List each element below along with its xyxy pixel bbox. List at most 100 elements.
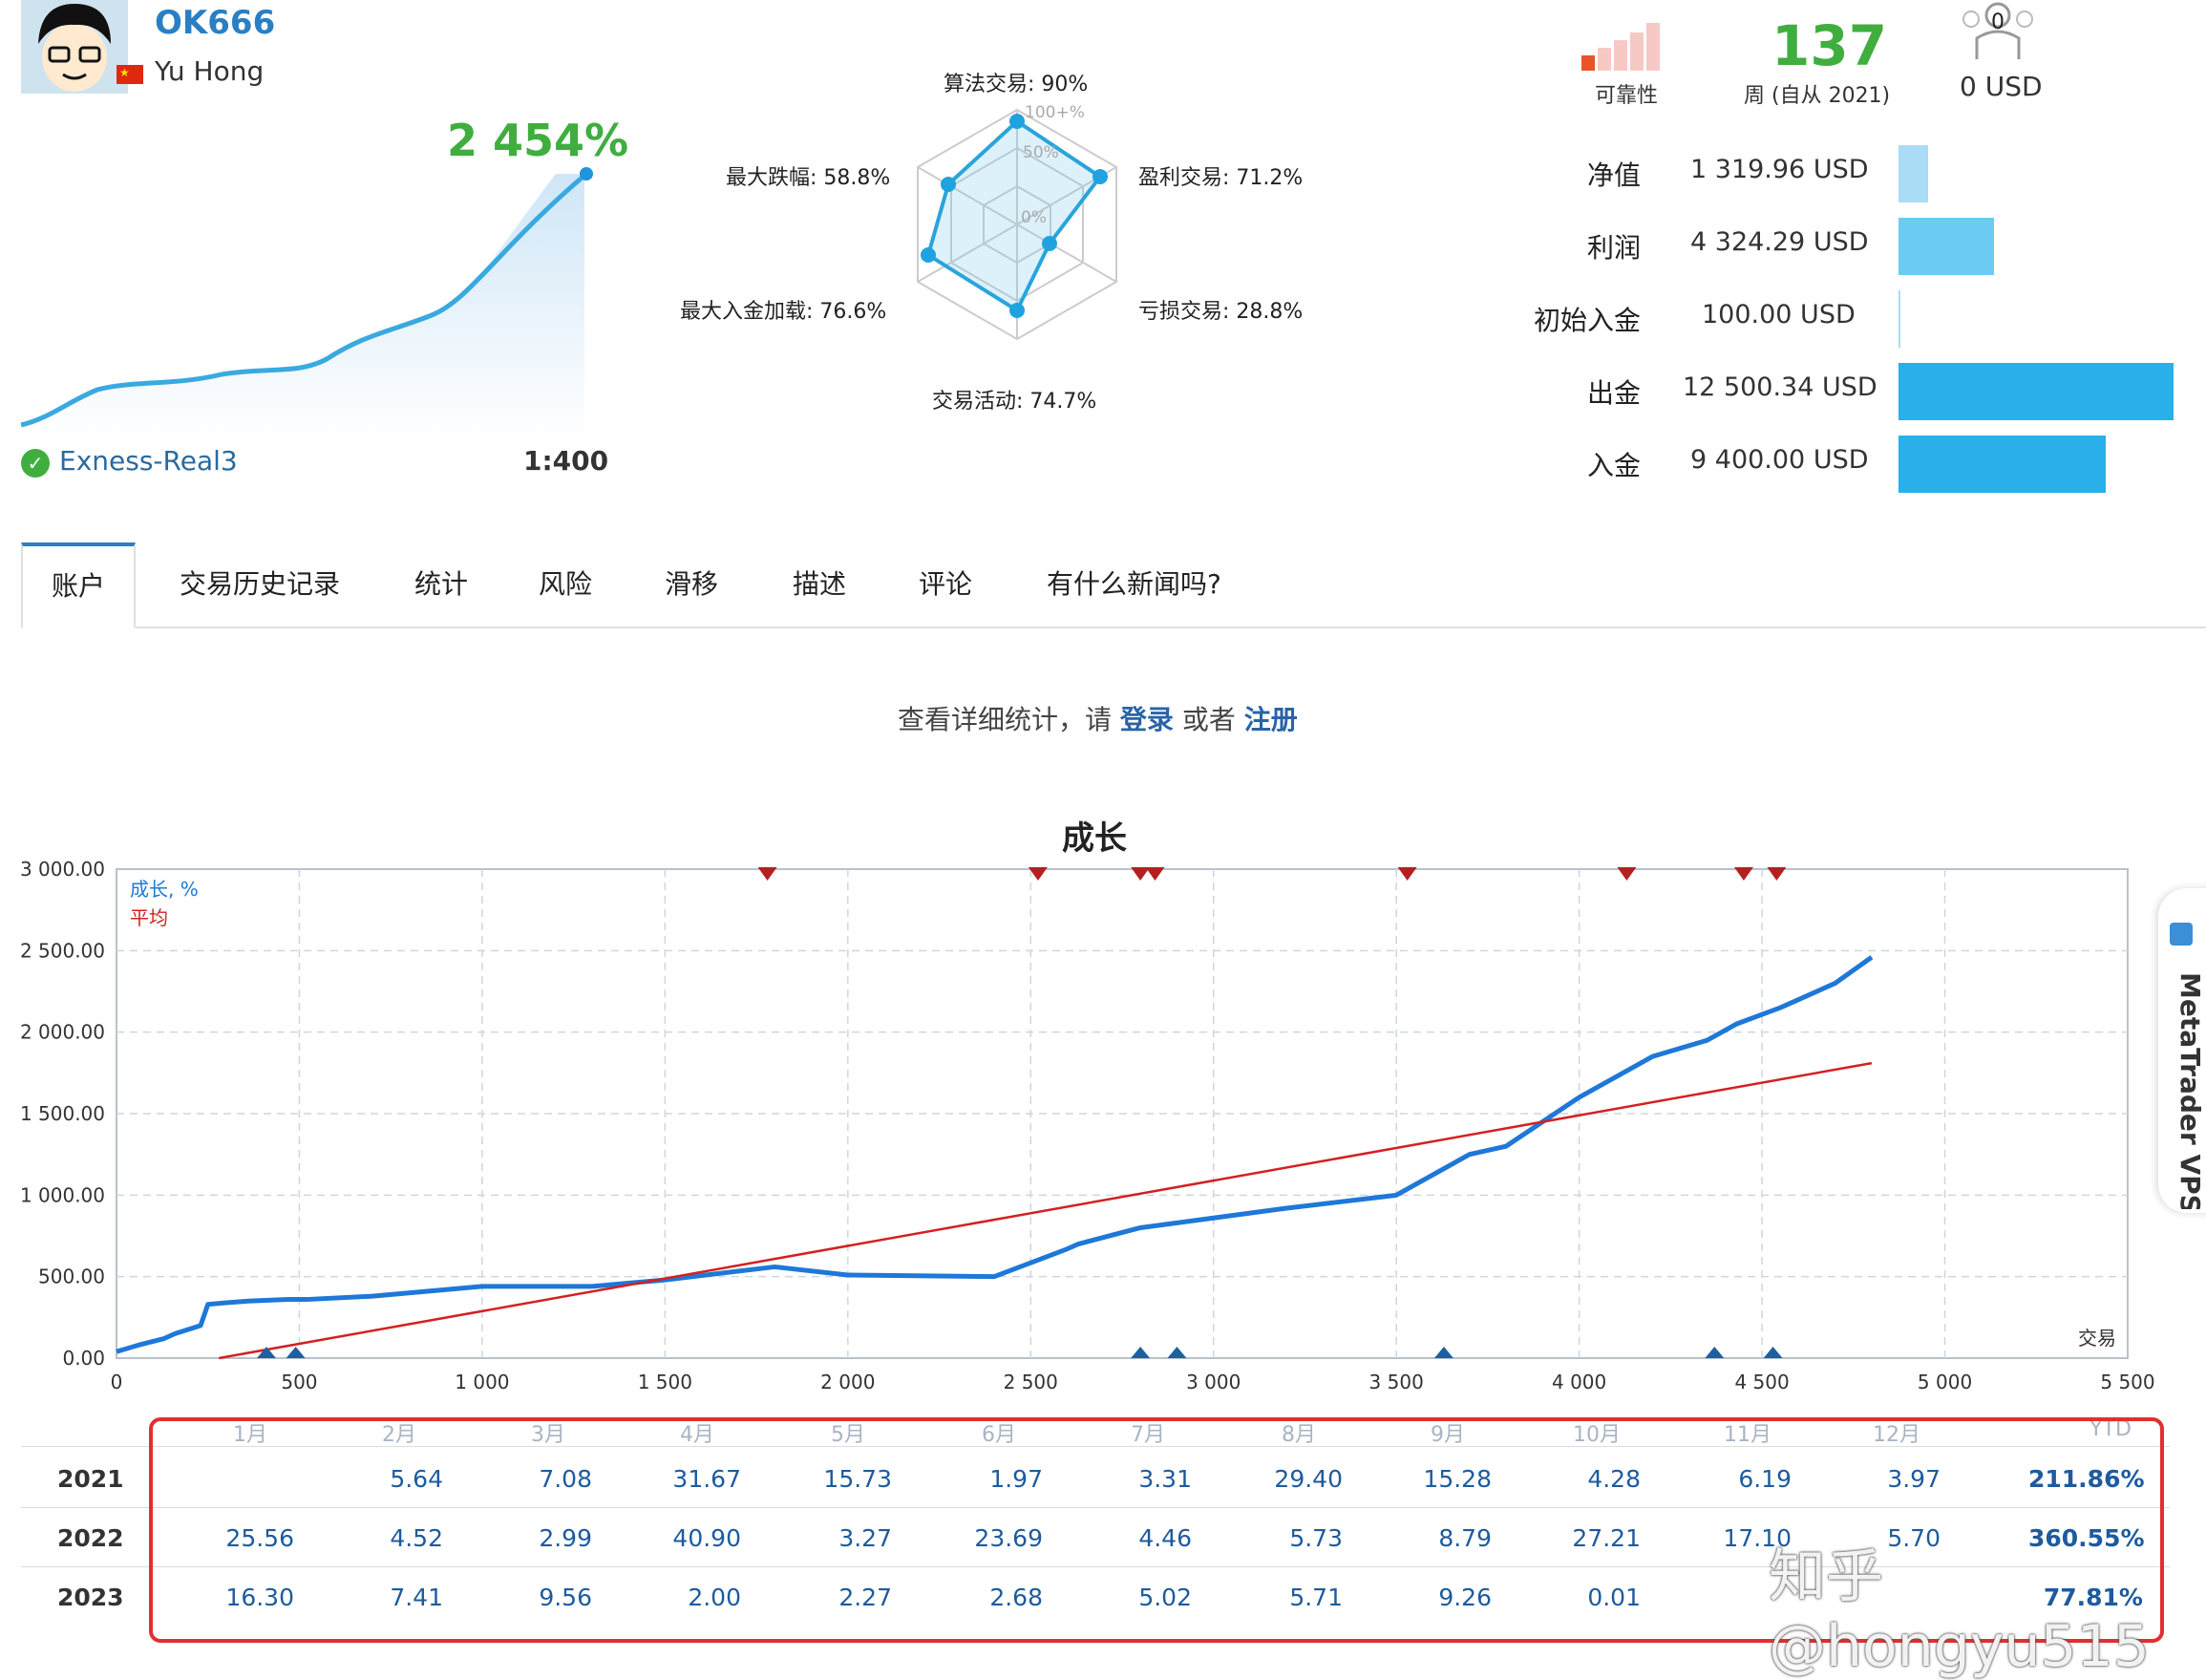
withdrawal-label: 出金: [1586, 377, 1641, 409]
x-tick-label: 2 500: [1004, 1371, 1058, 1393]
growth-percent: 2 454%: [447, 115, 629, 166]
withdrawal-marker: [1397, 867, 1417, 881]
username[interactable]: OK666: [155, 4, 276, 42]
legend-average: 平均: [130, 906, 168, 929]
year-label: 2022: [57, 1524, 124, 1552]
x-tick-label: 5 000: [1918, 1371, 1972, 1393]
subscribers-icon: 0: [1962, 2, 2033, 59]
x-tick-label: 3 500: [1369, 1371, 1424, 1393]
profit-value: 4 324.29 USD: [1690, 227, 1869, 257]
profit-bar: [1898, 218, 1994, 275]
equity-label: 净值: [1586, 159, 1641, 191]
china-flag-icon: [117, 65, 143, 84]
fullname: Yu Hong: [155, 55, 265, 87]
deposit-marker: [1131, 1347, 1151, 1358]
radar-point: [1009, 114, 1025, 129]
radar-chart: 100+% 50% 0%: [917, 103, 1117, 341]
withdrawal-marker: [1131, 867, 1151, 881]
x-tick-label: 4 500: [1734, 1371, 1789, 1393]
withdrawal-marker: [1145, 867, 1165, 881]
equity-bar: [1898, 145, 1928, 202]
y-tick-label: 1 000.00: [20, 1183, 105, 1206]
x-tick-label: 2 000: [820, 1371, 875, 1393]
profit-label: 利润: [1586, 232, 1641, 264]
tab-bar: 账户 交易历史记录 统计 风险 滑移 描述 评论 有什么新闻吗?: [21, 542, 2206, 628]
tab-news[interactable]: 有什么新闻吗?: [1047, 568, 1221, 600]
x-tick-label: 1 500: [638, 1371, 692, 1393]
tab-reviews[interactable]: 评论: [919, 568, 973, 600]
y-tick-label: 500.00: [38, 1265, 105, 1288]
radar-label-algo: 算法交易: 90%: [944, 73, 1089, 96]
mini-growth-chart: [21, 167, 593, 439]
tab-description[interactable]: 描述: [793, 568, 847, 600]
login-prompt: 查看详细统计，请 登录 或者 注册: [898, 699, 1298, 737]
radar-scale-100: 100+%: [1025, 103, 1085, 122]
radar-scale-0: 0%: [1021, 208, 1047, 227]
broker-name[interactable]: Exness-Real3: [59, 445, 238, 477]
radar-shape: [925, 118, 1103, 313]
mini-growth-line: [21, 172, 588, 428]
initial-deposit-value: 100.00 USD: [1702, 300, 1856, 330]
x-tick-label: 5 500: [2100, 1371, 2154, 1393]
withdrawal-marker: [1617, 867, 1637, 881]
year-label: 2021: [57, 1465, 124, 1493]
x-tick-label: 500: [281, 1371, 317, 1393]
subscribers-value: 0 USD: [1960, 71, 2043, 102]
x-tick-label: 3 000: [1186, 1371, 1241, 1393]
withdrawal-bar: [1898, 363, 2174, 420]
reliability-label: 可靠性: [1595, 84, 1659, 108]
login-link[interactable]: 登录: [1119, 704, 1174, 735]
deposit-marker: [1433, 1347, 1453, 1358]
svg-text:MetaTrader VPS: MetaTrader VPS: [2174, 972, 2206, 1209]
deposit-marker: [286, 1347, 306, 1358]
initial-deposit-label: 初始入金: [1533, 305, 1641, 336]
deposit-label: 入金: [1586, 450, 1641, 481]
vps-icon: [2170, 923, 2193, 946]
growth-series-line: [116, 955, 1874, 1354]
tab-slippage[interactable]: 滑移: [665, 568, 719, 600]
verified-shield-icon: ✓: [21, 449, 50, 478]
radar-label-profit-trades: 盈利交易: 71.2%: [1138, 166, 1304, 190]
deposit-marker: [256, 1347, 276, 1358]
deposit-bar: [1898, 436, 2106, 493]
withdrawal-value: 12 500.34 USD: [1683, 372, 1877, 402]
y-tick-label: 0.00: [62, 1347, 105, 1370]
leverage: 1:400: [523, 445, 609, 477]
tab-statistics[interactable]: 统计: [414, 568, 469, 600]
initial-deposit-bar: [1898, 290, 1900, 348]
y-tick-label: 2 000.00: [20, 1021, 105, 1044]
y-tick-label: 1 500.00: [20, 1102, 105, 1125]
deposit-marker: [1167, 1347, 1187, 1358]
weeks-label: 周 (自从 2021): [1744, 84, 1891, 108]
tab-risks[interactable]: 风险: [539, 568, 593, 600]
x-tick-label: 0: [111, 1371, 123, 1393]
highlight-box: [149, 1417, 2164, 1643]
y-tick-label: 2 500.00: [20, 939, 105, 962]
radar-point: [1009, 303, 1025, 318]
reliability-bars-icon: [1581, 23, 1660, 71]
withdrawal-marker: [757, 867, 777, 881]
withdrawal-marker: [1767, 867, 1787, 881]
deposit-marker: [1705, 1347, 1725, 1358]
avatar[interactable]: [21, 0, 128, 94]
radar-label-activity: 交易活动: 74.7%: [932, 390, 1097, 414]
metatrader-vps-label[interactable]: MetaTrader VPS: [2154, 923, 2206, 1209]
radar-label-loss-trades: 亏损交易: 28.8%: [1138, 300, 1304, 324]
radar-label-max-drawdown: 最大跌幅: 58.8%: [726, 166, 891, 190]
legend-growth: 成长, %: [130, 878, 199, 901]
register-link[interactable]: 注册: [1243, 704, 1298, 735]
login-prompt-or: 或者: [1181, 704, 1236, 735]
radar-scale-50: 50%: [1023, 143, 1059, 162]
subscribers-count: 0: [1991, 11, 2004, 34]
x-axis-label: 交易: [2078, 1327, 2116, 1350]
tab-account[interactable]: 账户: [21, 542, 137, 628]
x-tick-label: 4 000: [1552, 1371, 1606, 1393]
x-tick-label: 1 000: [455, 1371, 509, 1393]
radar-point: [941, 177, 956, 192]
growth-chart: 0 500 1 000 1 500 2 000 2 500 3 000 3 500 4 000 4…: [20, 858, 2155, 1393]
tab-trade-history[interactable]: 交易历史记录: [180, 568, 341, 600]
radar-label-max-deposit-load: 最大入金加载: 76.6%: [680, 300, 887, 324]
radar-point: [921, 247, 936, 263]
radar-point: [1092, 169, 1108, 184]
radar-point: [1042, 236, 1057, 251]
